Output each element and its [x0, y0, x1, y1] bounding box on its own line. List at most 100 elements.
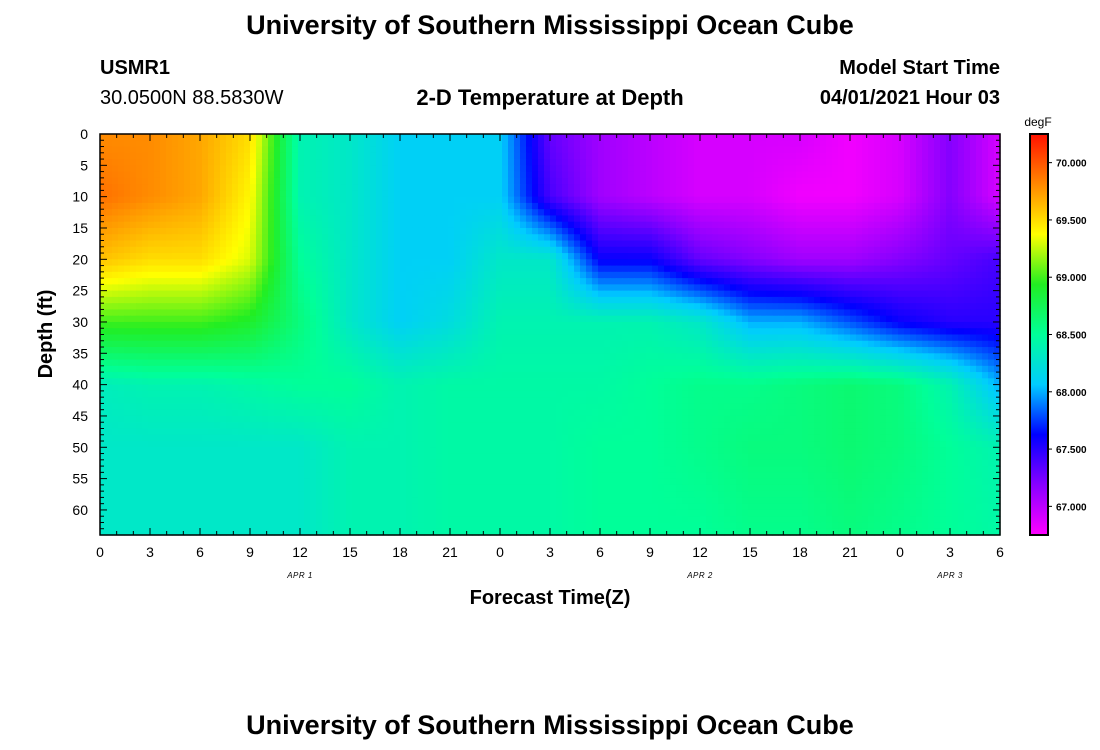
heatmap-cell: [826, 315, 833, 323]
heatmap-cell: [772, 290, 779, 298]
heatmap-cell: [454, 240, 461, 248]
heatmap-cell: [316, 290, 323, 298]
heatmap-cell: [736, 271, 743, 279]
heatmap-cell: [640, 253, 647, 260]
heatmap-cell: [694, 134, 701, 141]
heatmap-cell: [880, 152, 887, 160]
heatmap-cell: [196, 159, 203, 166]
heatmap-cell: [280, 209, 287, 217]
heatmap-cell: [790, 184, 797, 191]
heatmap-cell: [664, 221, 671, 229]
heatmap-cell: [148, 334, 155, 342]
heatmap-cell: [460, 315, 467, 323]
heatmap-cell: [748, 215, 755, 223]
heatmap-cell: [256, 190, 263, 198]
heatmap-cell: [298, 328, 305, 336]
heatmap-cell: [340, 290, 347, 298]
heatmap-cell: [862, 309, 869, 317]
heatmap-cell: [424, 134, 431, 141]
heatmap-cell: [400, 190, 407, 198]
heatmap-cell: [334, 271, 341, 279]
heatmap-cell: [598, 240, 605, 248]
heatmap-cell: [502, 259, 509, 267]
heatmap-cell: [784, 184, 791, 191]
heatmap-cell: [508, 240, 515, 248]
heatmap-cell: [430, 321, 437, 329]
heatmap-cell: [394, 328, 401, 336]
heatmap-cell: [976, 253, 983, 260]
heatmap-cell: [238, 146, 245, 154]
heatmap-cell: [634, 152, 641, 160]
heatmap-cell: [568, 159, 575, 166]
heatmap-cell: [376, 290, 383, 298]
heatmap-cell: [106, 165, 113, 173]
heatmap-cell: [934, 265, 941, 273]
heatmap-cell: [106, 184, 113, 191]
heatmap-cell: [148, 278, 155, 285]
heatmap-cell: [526, 202, 533, 210]
heatmap-cell: [466, 171, 473, 179]
heatmap-cell: [184, 309, 191, 317]
heatmap-cell: [592, 240, 599, 248]
heatmap-cell: [802, 165, 809, 173]
heatmap-cell: [574, 184, 581, 191]
heatmap-cell: [616, 284, 623, 292]
heatmap-cell: [922, 215, 929, 223]
heatmap-cell: [976, 140, 983, 148]
heatmap-cell: [124, 284, 131, 292]
heatmap-cell: [622, 290, 629, 298]
heatmap-cell: [424, 221, 431, 229]
heatmap-cell: [190, 196, 197, 204]
heatmap-cell: [580, 227, 587, 235]
heatmap-cell: [256, 215, 263, 223]
heatmap-cell: [172, 253, 179, 260]
heatmap-cell: [604, 334, 611, 342]
heatmap-cell: [130, 184, 137, 191]
heatmap-cell: [700, 159, 707, 166]
heatmap-cell: [286, 202, 293, 210]
heatmap-cell: [754, 159, 761, 166]
heatmap-cell: [208, 152, 215, 160]
heatmap-cell: [472, 246, 479, 254]
heatmap-cell: [136, 234, 143, 242]
heatmap-cell: [418, 328, 425, 336]
heatmap-cell: [550, 309, 557, 317]
heatmap-cell: [292, 278, 299, 285]
heatmap-cell: [958, 259, 965, 267]
heatmap-cell: [976, 209, 983, 217]
heatmap-cell: [772, 184, 779, 191]
heatmap-cell: [376, 171, 383, 179]
heatmap-cell: [898, 140, 905, 148]
heatmap-cell: [190, 296, 197, 304]
heatmap-cell: [250, 321, 257, 329]
heatmap-cell: [118, 134, 125, 141]
heatmap-cell: [184, 209, 191, 217]
heatmap-cell: [712, 165, 719, 173]
heatmap-cell: [556, 165, 563, 173]
heatmap-cell: [328, 221, 335, 229]
heatmap-cell: [706, 140, 713, 148]
heatmap-cell: [718, 146, 725, 154]
heatmap-cell: [808, 209, 815, 217]
heatmap-cell: [682, 196, 689, 204]
heatmap-cell: [394, 202, 401, 210]
heatmap-cell: [478, 315, 485, 323]
heatmap-cell: [520, 209, 527, 217]
heatmap-cell: [544, 309, 551, 317]
heatmap-cell: [280, 246, 287, 254]
heatmap-cell: [178, 240, 185, 248]
heatmap-cell: [820, 246, 827, 254]
heatmap-cell: [820, 271, 827, 279]
heatmap-cell: [724, 196, 731, 204]
heatmap-cell: [850, 159, 857, 166]
heatmap-cell: [160, 321, 167, 329]
heatmap-cell: [214, 240, 221, 248]
heatmap-cell: [442, 321, 449, 329]
heatmap-cell: [724, 253, 731, 260]
heatmap-cell: [106, 259, 113, 267]
heatmap-cell: [658, 227, 665, 235]
heatmap-cell: [880, 303, 887, 311]
heatmap-cell: [244, 321, 251, 329]
heatmap-cell: [526, 271, 533, 279]
heatmap-cell: [898, 309, 905, 317]
